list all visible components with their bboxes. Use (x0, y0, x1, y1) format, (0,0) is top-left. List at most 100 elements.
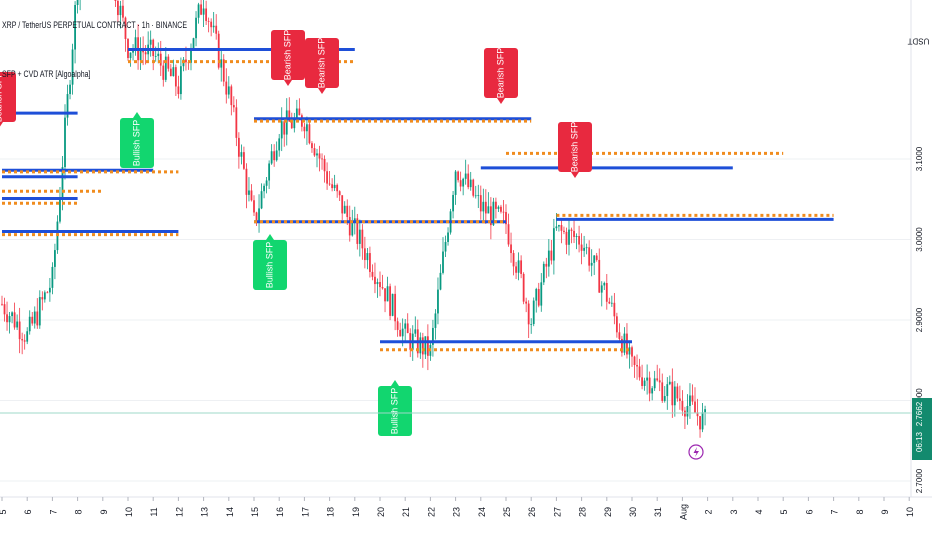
candle-body (177, 86, 180, 95)
candle-body (122, 5, 124, 18)
candle-body (535, 288, 538, 301)
candle-body (59, 197, 61, 222)
time-label: 6 (804, 509, 814, 514)
candle-body (603, 282, 606, 286)
signal-pointer (571, 172, 579, 178)
candle-body (505, 212, 507, 225)
bearish-sfp-marker: Bearish SFP (558, 122, 592, 178)
candle-body (278, 138, 281, 151)
candle-body (525, 301, 528, 304)
candle-body (643, 380, 646, 386)
candle-body (74, 5, 76, 50)
candle-body (631, 347, 633, 357)
candle-body (379, 282, 381, 288)
candle-body (656, 378, 659, 381)
current-price-badge: 2.7662 06:13 (912, 398, 932, 460)
candle-body (454, 171, 457, 195)
alert-icon[interactable] (688, 444, 704, 460)
candle-body (215, 25, 218, 34)
candle-body (154, 56, 157, 57)
candle-body (595, 255, 598, 260)
candle-body (495, 201, 497, 209)
time-label: Aug (678, 504, 688, 520)
candle-body (404, 323, 407, 329)
candle-body (192, 38, 195, 50)
candle-body (558, 225, 560, 227)
candle-body (356, 218, 359, 244)
candle-body (245, 168, 248, 195)
candle-body (164, 56, 167, 80)
candle-body (699, 416, 701, 430)
indicator-name[interactable]: SFP + CVD ATR [Algoalpha] (2, 69, 91, 79)
candle-body (61, 167, 64, 198)
time-label: 4 (754, 509, 764, 514)
signal-box (0, 72, 16, 122)
bullish-sfp-marker: Bullish SFP (253, 234, 287, 290)
time-label: 17 (300, 507, 310, 517)
candle-body (492, 201, 495, 226)
sfp-signals: Bearish SFP Bullish SFP Bearish SFP Bearish… (0, 30, 592, 436)
candle-body (547, 250, 550, 267)
candle-body (447, 232, 449, 242)
signal-label: Bullish SFP (131, 120, 141, 167)
candle-body (668, 381, 671, 385)
candle-body (169, 68, 172, 77)
time-label: 23 (452, 507, 462, 517)
symbol-title[interactable]: XRP / TetherUS PERPETUAL CONTRACT · 1h ·… (2, 20, 188, 30)
candle-body (283, 121, 286, 135)
candle-body (303, 126, 306, 132)
price-label: 3.1000 (915, 146, 924, 171)
signal-label: Bearish SFP (282, 30, 292, 81)
candle-body (457, 171, 460, 181)
candle-body (555, 226, 558, 229)
candle-body (306, 124, 308, 132)
candle-body (197, 4, 200, 18)
candle-body (162, 65, 165, 80)
candle-body (573, 230, 575, 237)
time-label: 9 (99, 509, 109, 514)
candle-body (210, 21, 213, 28)
time-label: 15 (250, 507, 260, 517)
price-label: 2.7000 (915, 468, 924, 493)
time-label: 20 (376, 507, 386, 517)
candle-body (537, 288, 540, 306)
signal-box (120, 118, 154, 168)
time-label: 7 (830, 509, 840, 514)
candle-body (149, 39, 152, 45)
candle-body (694, 401, 696, 413)
time-label: 3 (729, 509, 739, 514)
candle-body (205, 8, 208, 21)
sfp-levels (2, 48, 834, 352)
candle-body (439, 272, 442, 290)
time-label: 18 (326, 507, 336, 517)
candle-body (363, 248, 366, 261)
candle-body (18, 321, 21, 340)
candle-body (275, 150, 278, 161)
candle-body (268, 163, 271, 181)
candle-body (139, 50, 142, 61)
candle-body (374, 276, 376, 285)
candle-body (41, 297, 44, 300)
candle-body (578, 236, 580, 245)
candle-body (174, 67, 177, 87)
signal-pointer (266, 234, 274, 240)
signal-box (305, 38, 339, 88)
candle-body (258, 208, 260, 221)
signal-pointer (318, 88, 326, 94)
candle-body (590, 262, 593, 266)
bearish-sfp-marker: Bearish SFP (484, 48, 518, 104)
candle-body (686, 405, 689, 417)
candle-body (550, 250, 553, 261)
candle-body (598, 259, 601, 293)
candle-body (663, 396, 666, 401)
candle-body (545, 263, 548, 267)
candle-body (48, 287, 51, 293)
candle-body (638, 366, 641, 378)
candle-body (21, 339, 24, 341)
candle-body (321, 158, 323, 160)
candle-body (336, 184, 339, 192)
candle-body (608, 301, 611, 304)
candle-body (43, 292, 46, 300)
